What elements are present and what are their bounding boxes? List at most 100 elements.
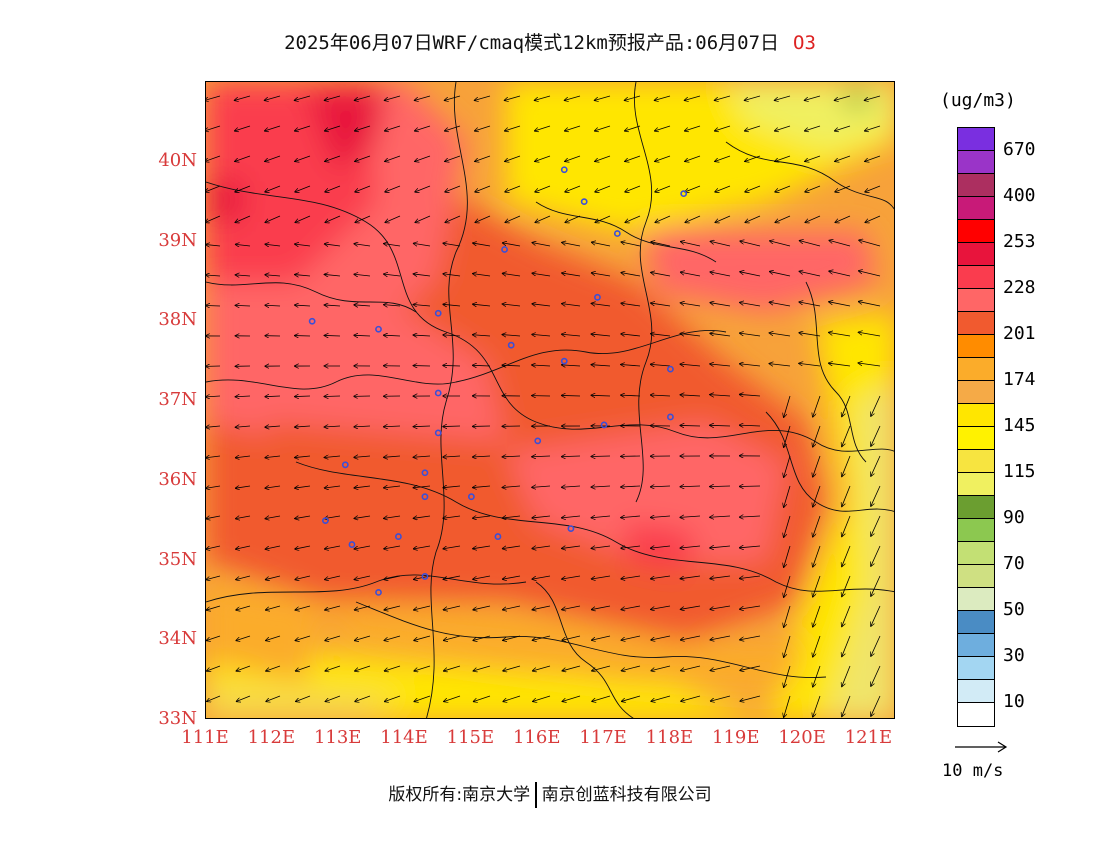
wind-arrow [680, 364, 701, 366]
wind-arrow [444, 695, 461, 701]
wind-arrow [265, 155, 281, 161]
colorbar-swatch [958, 312, 994, 335]
colorbar-swatch [958, 496, 994, 519]
wind-arrow [769, 364, 791, 366]
wind-arrow [445, 155, 461, 161]
wind-arrow [265, 486, 281, 488]
wind-arrow [325, 185, 341, 192]
wind-arrow [681, 665, 701, 671]
wind-arrow [565, 185, 581, 192]
colorbar-swatch [958, 335, 994, 358]
wind-arrow [842, 395, 851, 416]
wind-arrow [384, 426, 401, 427]
map-canvas[interactable] [206, 82, 895, 719]
colorbar-swatch [958, 220, 994, 243]
station-marker [501, 246, 508, 253]
wind-arrow [680, 334, 701, 336]
wind-arrow [865, 185, 881, 192]
wind-arrow [325, 695, 341, 701]
wind-arrow [206, 125, 221, 131]
colorbar-swatch [958, 358, 994, 381]
wind-arrow [295, 545, 311, 549]
wind-arrow [265, 426, 281, 427]
wind-arrow [622, 695, 641, 701]
lat-tick-label: 37N [158, 389, 197, 410]
wind-arrow [325, 486, 341, 488]
ozone-map[interactable] [205, 81, 895, 719]
wind-arrow [871, 425, 881, 446]
wind-arrow [502, 516, 521, 518]
wind-arrow [295, 516, 311, 519]
wind-arrow [799, 333, 821, 337]
lon-tick-label: 119E [712, 727, 760, 748]
wind-arrow [532, 516, 551, 518]
wind-arrow [385, 125, 401, 131]
wind-arrow [651, 605, 671, 609]
wind-arrow [443, 545, 461, 549]
wind-arrow [775, 95, 791, 100]
wind-arrow [591, 486, 611, 487]
wind-arrow [591, 516, 611, 518]
wind-arrow [505, 155, 521, 161]
wind-arrow [414, 605, 431, 610]
wind-arrow [680, 395, 701, 396]
wind-arrow [784, 425, 791, 447]
wind-arrow [413, 304, 431, 306]
wind-arrow [473, 243, 491, 247]
wind-arrow [354, 486, 371, 488]
wind-arrow [235, 95, 251, 100]
wind-arrow [236, 426, 251, 427]
wind-arrow [444, 665, 461, 671]
wind-arrow [325, 155, 341, 161]
wind-arrow [865, 215, 881, 222]
station-marker [341, 461, 349, 469]
wind-arrow [784, 485, 791, 507]
wind-arrow [502, 304, 521, 306]
wind-arrow [865, 155, 881, 161]
wind-arrow [651, 695, 671, 701]
wind-arrow [474, 695, 491, 701]
wind-arrow [651, 364, 671, 366]
wind-arrow [475, 125, 491, 131]
wind-arrow [355, 95, 371, 100]
wind-arrow [621, 605, 641, 609]
wind-arrow [871, 395, 881, 416]
wind-arrow [651, 303, 671, 307]
copyright-company: 南京创蓝科技有限公司 [541, 785, 712, 805]
wind-arrow [595, 185, 611, 192]
wind-arrow [532, 304, 551, 306]
wind-arrow [865, 125, 881, 131]
station-marker [613, 230, 621, 237]
wind-arrow [355, 185, 371, 192]
wind-arrow [595, 95, 611, 100]
wind-arrow [710, 272, 731, 277]
wind-arrow [505, 95, 521, 100]
colorbar-tick-label: 228 [1003, 277, 1036, 298]
wind-arrow [829, 240, 851, 247]
wind-arrow [710, 575, 731, 579]
wind-arrow [562, 635, 581, 640]
colorbar-tick-label: 115 [1003, 461, 1036, 482]
wind-arrow [829, 332, 851, 337]
colorbar-tick-label: 70 [1003, 553, 1025, 574]
wind-arrow [235, 185, 251, 192]
colorbar-swatch [958, 243, 994, 266]
colorbar-tick-label: 90 [1003, 507, 1025, 528]
wind-arrow [715, 155, 731, 161]
wind-arrow [871, 545, 881, 566]
wind-arrow [473, 486, 491, 488]
wind-arrow [475, 155, 491, 161]
wind-arrow [562, 273, 581, 277]
wind-arrow [740, 425, 761, 426]
wind-arrow [385, 155, 401, 161]
wind-arrow [206, 486, 221, 488]
wind-arrow [562, 334, 581, 336]
wind-arrow [295, 185, 311, 192]
wind-arrow [415, 185, 431, 192]
wind-arrow [710, 241, 731, 247]
wind-arrow [740, 695, 761, 701]
wind-arrow [325, 274, 341, 276]
wind-arrow [715, 125, 731, 131]
wind-arrow [710, 425, 731, 426]
wind-arrow [829, 363, 851, 367]
